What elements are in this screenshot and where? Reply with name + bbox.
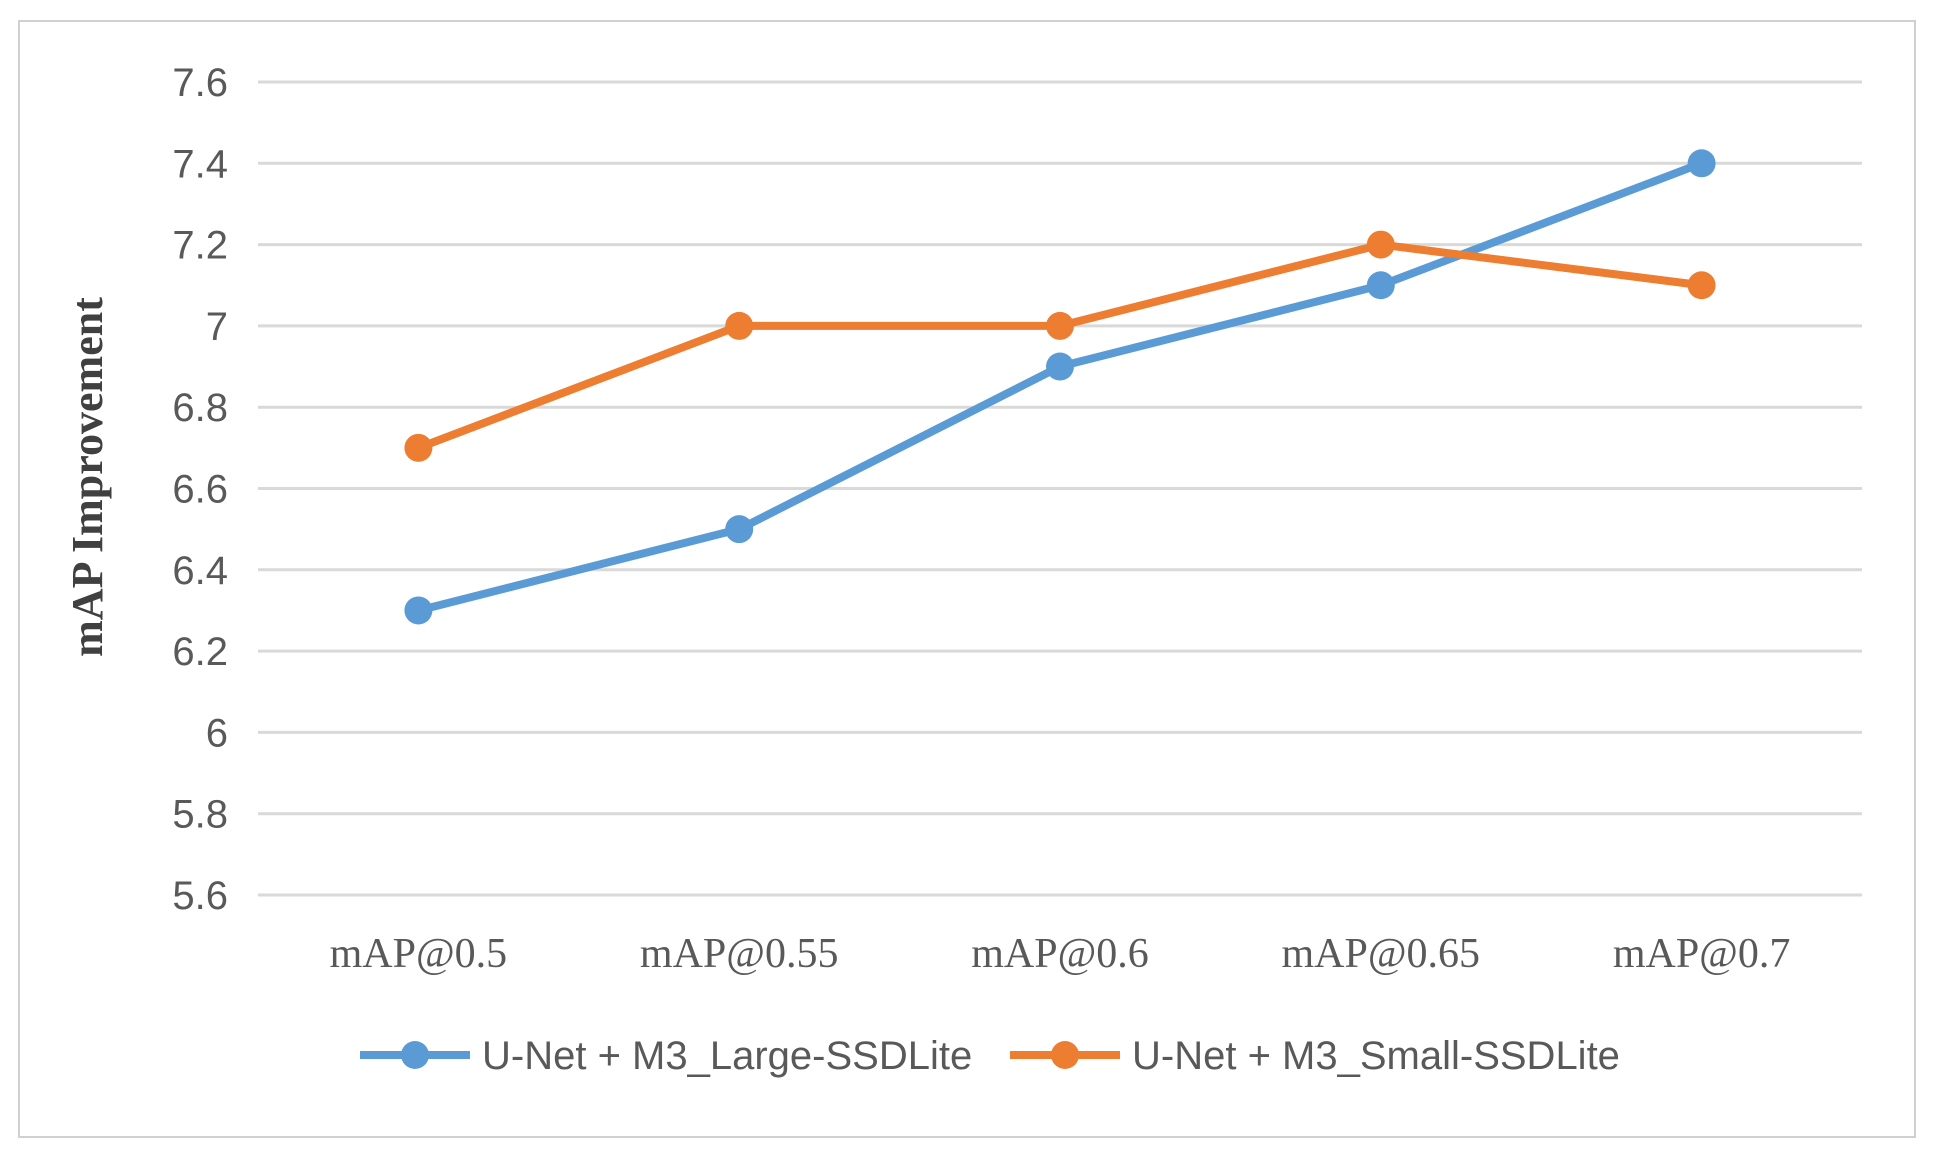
series-2: [404, 230, 1716, 462]
legend-swatch-marker: [1051, 1041, 1079, 1069]
y-tick-label: 6.2: [172, 630, 228, 674]
line-chart: 5.65.866.26.46.66.877.27.47.6 mAP@0.5 mAP…: [63, 61, 1862, 1078]
x-axis-ticks: mAP@0.5 mAP@0.55 mAP@0.6 mAP@0.65 mAP@0.7: [330, 931, 1791, 977]
series-line: [414, 159, 1706, 615]
series-1: [404, 149, 1716, 625]
y-tick-label: 5.6: [172, 874, 228, 918]
data-point: [1366, 230, 1395, 259]
y-tick-label: 5.8: [172, 793, 228, 837]
legend-swatch-marker: [401, 1041, 429, 1069]
series-line: [414, 240, 1706, 452]
x-tick-label: mAP@0.65: [1282, 931, 1481, 977]
data-point: [404, 433, 433, 462]
x-tick-label: mAP@0.5: [330, 931, 508, 977]
y-tick-label: 6.8: [172, 386, 228, 430]
y-tick-label: 7.2: [172, 224, 228, 268]
legend-item: U-Net + M3_Large-SSDLite: [360, 1034, 972, 1078]
data-point: [1366, 271, 1395, 300]
y-tick-label: 6.6: [172, 468, 228, 512]
y-tick-label: 7.4: [172, 142, 228, 186]
x-tick-label: mAP@0.55: [640, 931, 839, 977]
y-tick-label: 6: [206, 711, 228, 755]
y-tick-label: 7: [206, 305, 228, 349]
x-tick-label: mAP@0.7: [1613, 931, 1791, 977]
data-point: [1687, 271, 1716, 300]
data-point: [1046, 352, 1074, 381]
series-lines: [404, 149, 1716, 625]
y-axis-label: mAP Improvement: [63, 297, 112, 657]
gridlines: [258, 80, 1862, 897]
legend-item: U-Net + M3_Small-SSDLite: [1010, 1034, 1620, 1078]
legend: U-Net + M3_Large-SSDLite U-Net + M3_Small…: [360, 1034, 1620, 1078]
y-tick-label: 7.6: [172, 61, 228, 105]
data-point: [1046, 311, 1074, 340]
legend-label: U-Net + M3_Small-SSDLite: [1132, 1034, 1620, 1078]
legend-label: U-Net + M3_Large-SSDLite: [482, 1034, 972, 1078]
data-point: [404, 596, 433, 625]
y-axis-ticks: 5.6 5.8 6 6.2 6.4 6.6 6.8 7 7.2 7.4 7.6: [172, 61, 228, 918]
y-tick-label: 6.4: [172, 549, 228, 593]
x-tick-label: mAP@0.6: [971, 931, 1149, 977]
data-point: [725, 515, 754, 544]
chart-frame: 5.6 5.8 6 6.2 6.4 6.6 6.8 7 7.2 7.4 7.6 mAP@0.5 mAP…: [18, 20, 1916, 1138]
data-point: [725, 311, 754, 340]
data-point: [1687, 149, 1716, 178]
